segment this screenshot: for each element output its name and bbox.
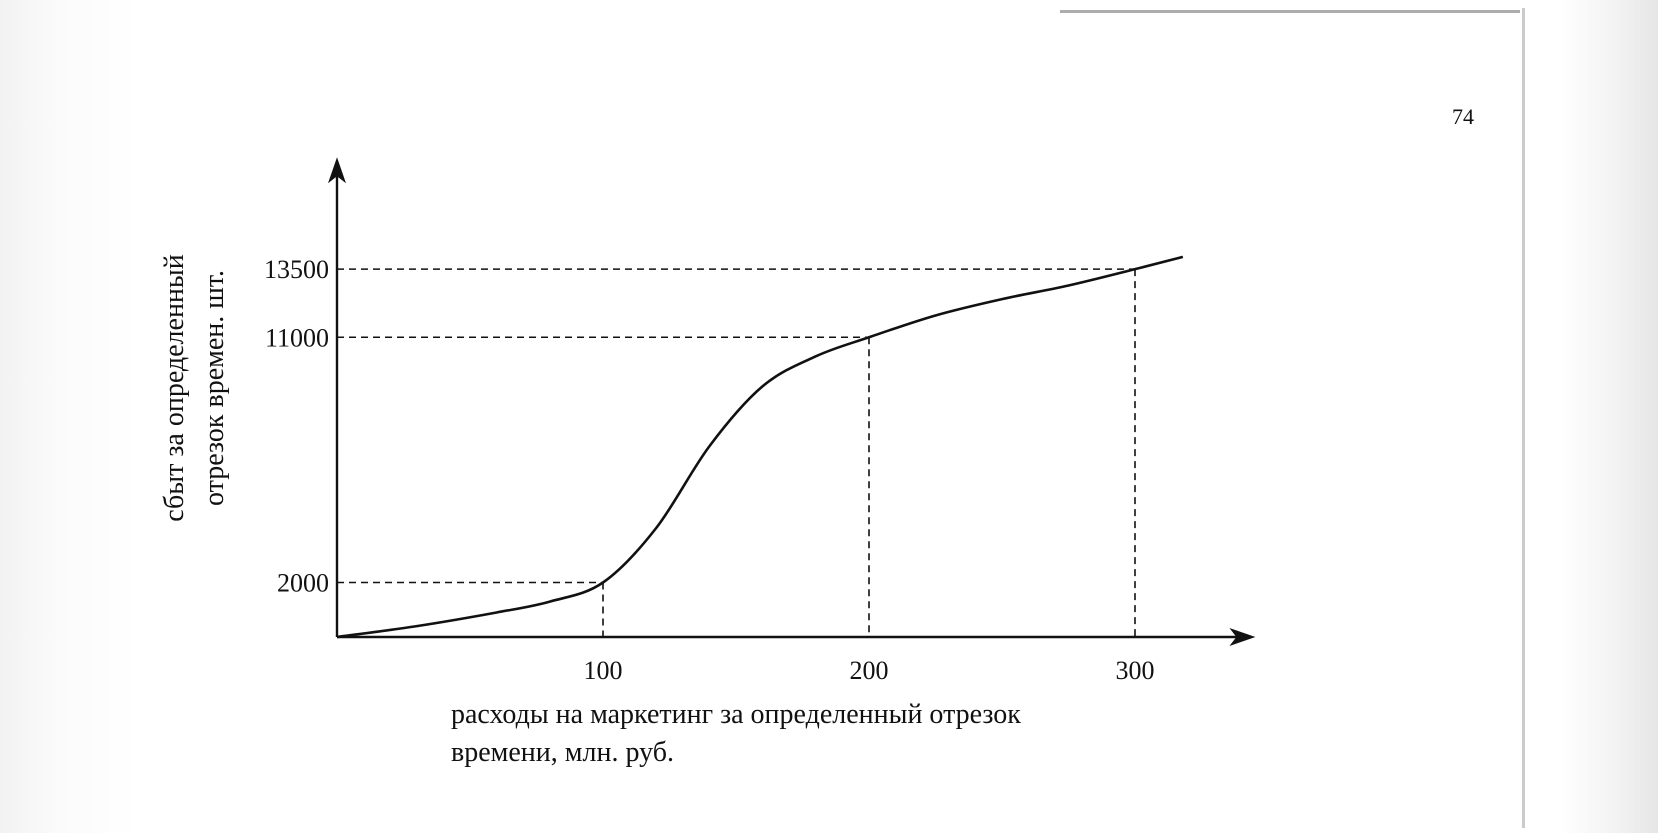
scan-edge-line [1060, 10, 1520, 13]
x-tick-labels: 100 200 300 [584, 656, 1155, 685]
reference-guides [337, 268, 1136, 637]
axes [328, 157, 1256, 646]
y-tick-label: 11000 [265, 323, 329, 352]
x-axis-title-line: времени, млн. руб. [451, 737, 674, 768]
y-axis-arrowhead [328, 157, 346, 184]
x-tick-label: 300 [1116, 656, 1155, 685]
scan-edge-line-right [1522, 8, 1525, 828]
y-tick-label: 2000 [277, 569, 329, 598]
x-axis-title: расходы на маркетинг за определенный отр… [451, 699, 1021, 768]
x-tick-label: 100 [584, 656, 623, 685]
y-axis-title-line: сбыт за определенный [159, 254, 190, 521]
x-axis-title-line: расходы на маркетинг за определенный отр… [451, 699, 1021, 730]
x-axis-arrowhead [1229, 628, 1256, 646]
series-line [336, 255, 1184, 639]
x-tick-label: 200 [850, 656, 889, 685]
y-axis-title: сбыт за определенный отрезок времен. шт. [159, 254, 230, 521]
page-number: 74 [1452, 104, 1474, 129]
y-tick-label: 13500 [264, 255, 329, 284]
y-tick-labels: 2000 11000 13500 [264, 255, 329, 597]
y-axis-title-line: отрезок времен. шт. [199, 270, 230, 506]
